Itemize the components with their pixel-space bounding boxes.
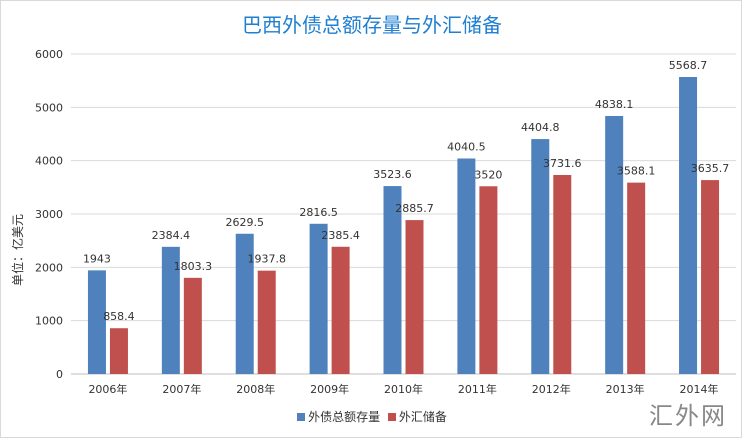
bar-reserve <box>627 182 646 374</box>
data-label: 3588.1 <box>617 165 656 178</box>
data-label: 4040.5 <box>447 141 486 154</box>
y-axis-label: 单位：亿美元 <box>11 213 25 286</box>
data-label: 1943 <box>83 252 111 265</box>
data-label: 1803.3 <box>174 260 213 273</box>
bar-reserve <box>183 277 202 374</box>
bar-debt <box>235 233 254 374</box>
bar-debt <box>605 115 624 374</box>
data-label: 4838.1 <box>595 98 634 111</box>
chart-title: 巴西外债总额存量与外汇储备 <box>242 13 502 37</box>
bar-reserve <box>331 246 350 374</box>
data-label: 5568.7 <box>669 59 708 72</box>
bar-debt <box>87 270 106 374</box>
data-label: 4404.8 <box>521 121 560 134</box>
legend: 外债总额存量 外汇储备 <box>1 408 741 425</box>
data-label: 3520 <box>474 168 502 181</box>
y-tick-label: 1000 <box>35 315 63 328</box>
data-label: 3731.6 <box>543 157 582 170</box>
bar-reserve <box>553 174 572 374</box>
bar-reserve <box>479 186 498 374</box>
y-tick-label: 5000 <box>35 101 63 114</box>
legend-label-reserve: 外汇储备 <box>398 410 447 424</box>
bar-debt <box>383 186 402 374</box>
legend-swatch-reserve <box>387 413 396 421</box>
data-label: 2816.5 <box>299 206 338 219</box>
legend-item-reserve: 外汇储备 <box>384 410 447 424</box>
x-tick-label: 2009年 <box>310 382 349 396</box>
data-label: 3635.7 <box>691 162 730 175</box>
legend-item-debt: 外债总额存量 <box>297 410 380 424</box>
legend-label-debt: 外债总额存量 <box>308 410 381 424</box>
x-tick-label: 2010年 <box>384 382 423 396</box>
y-tick-label: 2000 <box>35 261 63 274</box>
data-label: 2384.4 <box>152 229 191 242</box>
x-tick-label: 2007年 <box>162 382 201 396</box>
bar-reserve <box>257 270 276 374</box>
bar-reserve <box>405 220 424 374</box>
y-tick-label: 4000 <box>35 155 63 168</box>
watermark-logo: 汇外网 <box>649 402 727 430</box>
data-label: 2385.4 <box>321 229 360 242</box>
data-label: 1937.8 <box>247 253 286 266</box>
x-tick-label: 2006年 <box>88 382 127 396</box>
x-tick-label: 2008年 <box>236 382 275 396</box>
bar-debt <box>679 77 698 374</box>
bar-reserve <box>109 328 128 374</box>
data-label: 2885.7 <box>395 202 434 215</box>
bar-debt <box>457 158 476 374</box>
bar-debt <box>309 223 328 374</box>
y-tick-label: 0 <box>56 368 63 381</box>
x-tick-label: 2011年 <box>458 382 497 396</box>
x-tick-label: 2012年 <box>532 382 571 396</box>
y-tick-label: 6000 <box>35 48 63 61</box>
legend-swatch-debt <box>297 413 306 421</box>
bar-debt <box>531 139 550 374</box>
bar-reserve <box>701 180 720 374</box>
x-tick-label: 2013年 <box>606 382 645 396</box>
bar-debt <box>161 246 180 374</box>
data-label: 2629.5 <box>225 216 264 229</box>
y-tick-label: 3000 <box>35 208 63 221</box>
x-tick-label: 2014年 <box>680 382 719 396</box>
data-label: 858.4 <box>103 310 135 323</box>
data-label: 3523.6 <box>373 168 412 181</box>
